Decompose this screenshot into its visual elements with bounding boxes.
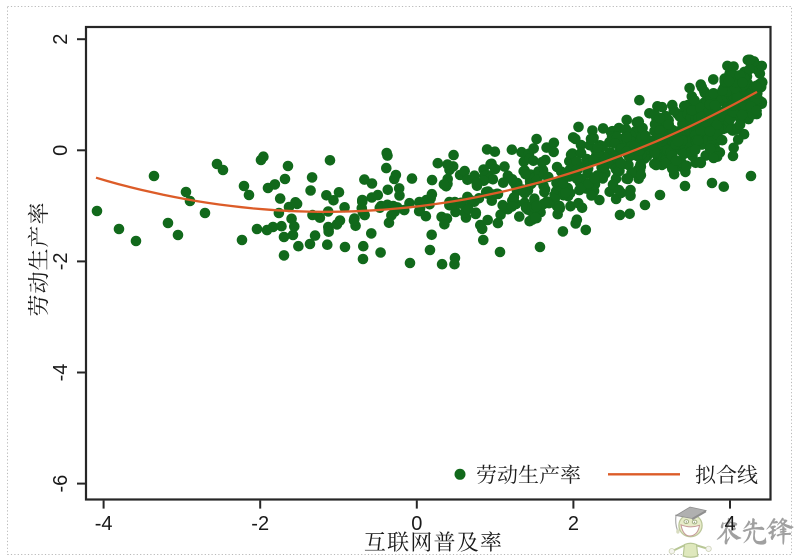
svg-text:2: 2 [568, 513, 579, 535]
svg-text:2: 2 [50, 34, 72, 45]
svg-text:-4: -4 [95, 513, 113, 535]
svg-text:-4: -4 [50, 364, 72, 382]
svg-text:0: 0 [411, 513, 422, 535]
svg-text:4: 4 [724, 513, 735, 535]
svg-text:0: 0 [50, 145, 72, 156]
svg-text:-2: -2 [50, 253, 72, 271]
svg-text:-2: -2 [251, 513, 269, 535]
svg-text:-6: -6 [50, 475, 72, 493]
